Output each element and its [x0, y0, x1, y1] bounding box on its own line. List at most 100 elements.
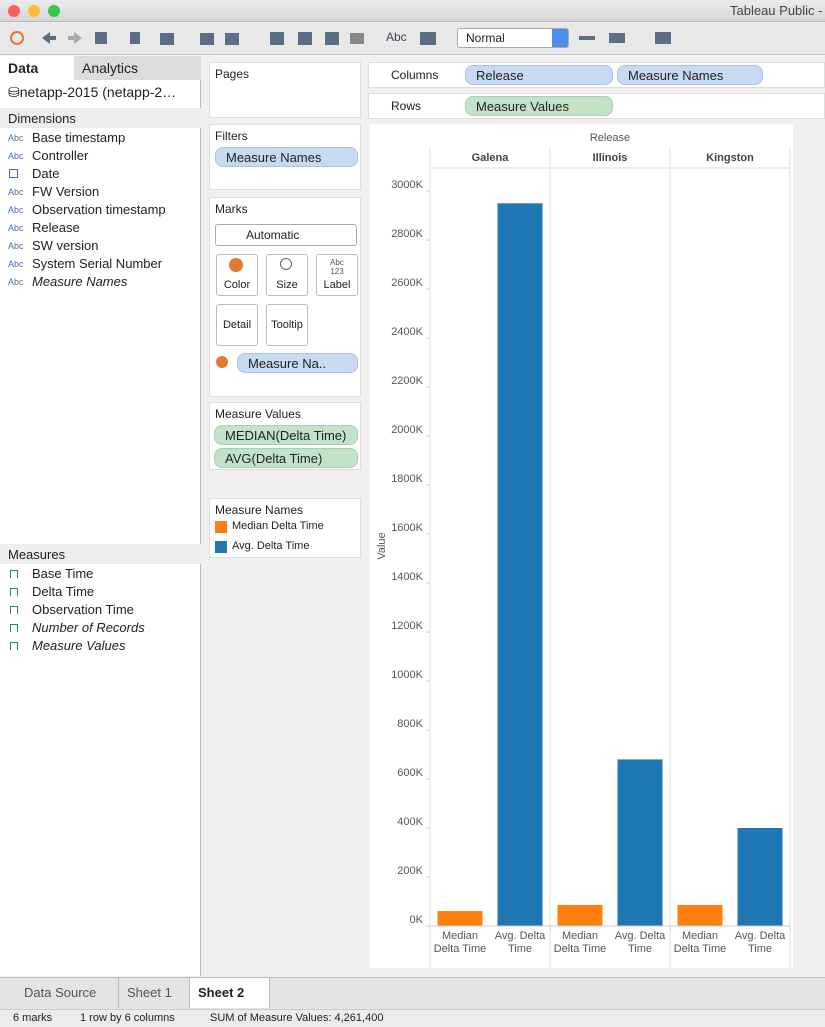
type-icon: Abc — [8, 241, 24, 251]
pane-header: Illinois — [593, 152, 628, 164]
dimension-field[interactable]: Controller — [32, 148, 89, 163]
status-bar: 6 marks 1 row by 6 columns SUM of Measure … — [0, 1009, 825, 1027]
analytics-tab[interactable]: Analytics — [74, 56, 201, 80]
minimize-button[interactable] — [28, 5, 40, 17]
marks-pill[interactable]: Measure Na.. — [237, 353, 358, 373]
measure-pill[interactable]: AVG(Delta Time) — [214, 448, 358, 468]
dimensions-header: Dimensions — [0, 108, 201, 128]
y-tick-label: 2400K — [391, 326, 423, 338]
status-item: 6 marks — [13, 1012, 53, 1024]
marks-card: Marks Automatic Color Size Label Abc 123 … — [209, 197, 361, 397]
dimension-field[interactable]: Date — [32, 166, 60, 181]
mark-type-dropdown[interactable]: Automatic — [215, 224, 357, 246]
bar — [677, 904, 723, 926]
dimension-field[interactable]: Observation timestamp — [32, 202, 166, 217]
column-pill[interactable]: Release — [465, 65, 613, 85]
y-tick-label: 0K — [410, 914, 424, 926]
card-title: Pages — [215, 67, 250, 81]
pane-header: Kingston — [706, 152, 754, 164]
label-icon-abc: Abc — [330, 258, 344, 267]
sheet-tab[interactable]: Sheet 1 — [119, 978, 190, 1008]
fit-dropdown[interactable]: Normal — [457, 28, 569, 48]
card-title: Marks — [215, 202, 248, 216]
measure-icon — [10, 570, 18, 578]
y-tick-label: 1800K — [391, 473, 423, 485]
toolbar-abc[interactable]: Abc — [386, 30, 407, 44]
detail-button[interactable]: Detail — [216, 304, 258, 346]
y-tick-label: 2000K — [391, 424, 423, 436]
dimension-field[interactable]: System Serial Number — [32, 256, 163, 271]
rows-shelf: Rows Measure Values — [368, 93, 825, 119]
column-pill[interactable]: Measure Names — [617, 65, 763, 85]
dimension-field[interactable]: SW version — [32, 238, 99, 253]
measure-field[interactable]: Observation Time — [32, 602, 134, 617]
type-icon: Abc — [8, 133, 24, 143]
dimension-field[interactable]: Base timestamp — [32, 130, 126, 145]
label-button[interactable]: Label — [316, 254, 358, 296]
color-icon — [229, 258, 243, 272]
datasource[interactable]: ⛁netapp-2015 (netapp-2… — [8, 84, 177, 100]
zoom-button[interactable] — [48, 5, 60, 17]
toolbar-icons-2 — [579, 32, 671, 44]
card-title: Measure Values — [215, 407, 301, 421]
y-axis-title: Value — [376, 532, 388, 559]
column-header-title: Release — [590, 132, 630, 144]
data-pane: Data Analytics ⛁netapp-2015 (netapp-2… D… — [0, 56, 201, 976]
type-icon: Abc — [8, 187, 24, 197]
sheet-tab[interactable]: Data Source — [0, 978, 119, 1008]
type-icon: Abc — [8, 259, 24, 269]
datasource-name: netapp-2015 (netapp-2… — [19, 84, 177, 100]
measure-field[interactable]: Base Time — [32, 566, 94, 581]
bar — [557, 904, 603, 926]
measure-icon — [10, 624, 18, 632]
y-tick-label: 1000K — [391, 669, 423, 681]
row-pill[interactable]: Measure Values — [465, 96, 613, 116]
y-tick-label: 1600K — [391, 522, 423, 534]
measure-field[interactable]: Delta Time — [32, 584, 95, 599]
y-tick-label: 1200K — [391, 620, 423, 632]
type-icon: Abc — [8, 205, 24, 215]
viz: Release Value 0K 200K 400K 600K 800K 1000K 1200K… — [370, 124, 793, 968]
measure-field[interactable]: Measure Values — [32, 638, 126, 653]
date-icon — [9, 169, 18, 178]
dimension-field[interactable]: Measure Names — [32, 274, 128, 289]
icons — [10, 31, 436, 45]
measure-field[interactable]: Number of Records — [32, 620, 145, 635]
bar — [617, 759, 663, 926]
card-title: Measure Names — [215, 503, 304, 517]
measure-pill[interactable]: MEDIAN(Delta Time) — [214, 425, 358, 445]
filter-pill[interactable]: Measure Names — [215, 147, 358, 167]
y-tick-label: 400K — [397, 816, 423, 828]
x-tick-label: Avg. Delta Time — [734, 930, 786, 955]
chart: Release Value 0K 200K 400K 600K 800K 1000K 1200K… — [376, 132, 791, 968]
window-title: Tableau Public - — [730, 3, 823, 18]
dimension-field[interactable]: Release — [32, 220, 80, 235]
data-tab[interactable]: Data — [0, 56, 74, 80]
size-icon — [280, 258, 292, 270]
type-icon: Abc — [8, 151, 24, 161]
type-icon: Abc — [8, 223, 24, 233]
type-icon: Abc — [8, 277, 24, 287]
y-tick-label: 2800K — [391, 228, 423, 240]
sheet-tab[interactable]: Sheet 2 — [190, 978, 270, 1008]
legend-label: Median Delta Time — [232, 520, 324, 532]
measure-icon — [10, 606, 18, 614]
legend-label: Avg. Delta Time — [232, 540, 310, 552]
x-tick-label: Median Delta Time — [433, 930, 487, 955]
close-button[interactable] — [8, 5, 20, 17]
card-title: Filters — [215, 129, 248, 143]
measure-values-card: Measure Values MEDIAN(Delta Time) AVG(De… — [209, 402, 361, 470]
x-tick-label: Avg. Delta Time — [494, 930, 546, 955]
bar — [437, 911, 483, 926]
toolbar: Abc Normal — [0, 23, 825, 55]
filters-card: Filters Measure Names — [209, 124, 361, 190]
pages-card: Pages — [209, 62, 361, 118]
x-tick-label: Median Delta Time — [673, 930, 727, 955]
legend-card: Measure Names Median Delta Time Avg. Delt… — [209, 498, 361, 558]
x-tick-label: Avg. Delta Time — [614, 930, 666, 955]
sheet-tabs: Data Source Sheet 1 Sheet 2 — [0, 977, 825, 1009]
tooltip-button[interactable]: Tooltip — [266, 304, 308, 346]
dimension-field[interactable]: FW Version — [32, 184, 100, 199]
columns-shelf: Columns Release Measure Names — [368, 62, 825, 88]
